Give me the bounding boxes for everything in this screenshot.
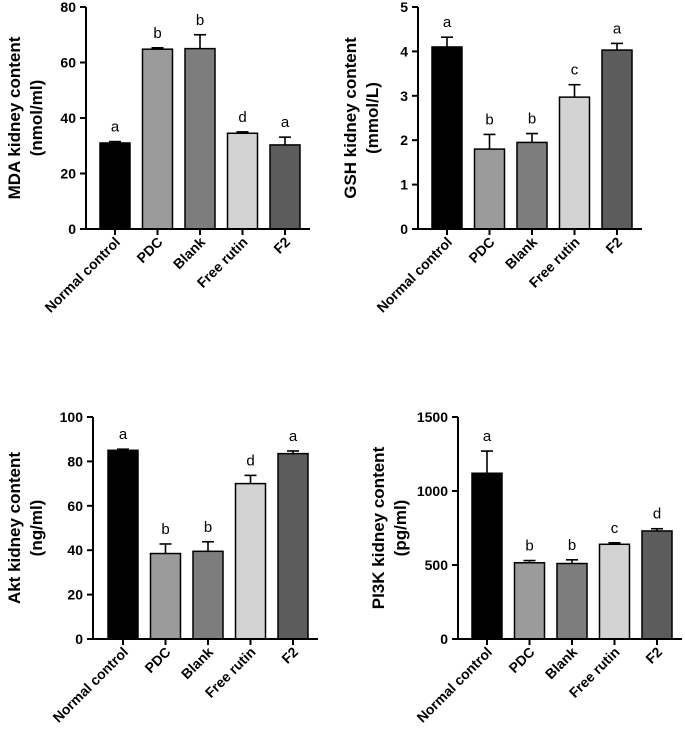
y-axis-label: (ng/ml) bbox=[27, 500, 46, 557]
significance-label: b bbox=[568, 537, 576, 554]
bar bbox=[192, 550, 224, 640]
y-tick-label: 60 bbox=[67, 498, 83, 514]
y-tick-label: 500 bbox=[425, 557, 449, 573]
y-tick-label: 100 bbox=[60, 409, 84, 425]
y-tick-label: 0 bbox=[68, 221, 76, 237]
significance-label: d bbox=[246, 452, 254, 469]
significance-label: d bbox=[238, 109, 246, 126]
bar bbox=[558, 96, 591, 230]
y-axis-label: (pg/ml) bbox=[391, 500, 410, 557]
y-tick-label: 80 bbox=[60, 0, 76, 15]
y-tick-label: 60 bbox=[60, 55, 76, 71]
y-tick-label: 20 bbox=[60, 166, 76, 182]
bar bbox=[184, 47, 216, 230]
bar bbox=[641, 530, 673, 640]
bar bbox=[141, 48, 174, 230]
y-axis-label: GSH kidney content bbox=[341, 37, 360, 199]
significance-label: b bbox=[153, 25, 161, 42]
bar bbox=[277, 452, 309, 640]
significance-label: b bbox=[204, 519, 212, 536]
category-label: Normal control bbox=[49, 644, 131, 726]
category-label: F2 bbox=[270, 234, 293, 257]
significance-label: b bbox=[196, 12, 204, 29]
significance-label: c bbox=[571, 62, 579, 79]
significance-label: b bbox=[525, 538, 533, 555]
y-tick-label: 0 bbox=[440, 631, 448, 647]
y-axis-label: (mmol/L) bbox=[363, 82, 382, 154]
significance-label: a bbox=[281, 114, 290, 131]
y-tick-label: 40 bbox=[60, 110, 76, 126]
chart-pi3k: a b b c d 0 500 1000 1500 Normal control PDC Blank F… bbox=[369, 409, 682, 726]
bar bbox=[601, 49, 633, 230]
bar bbox=[269, 144, 301, 230]
significance-label: a bbox=[289, 428, 298, 445]
y-axis-label: Akt kidney content bbox=[5, 452, 24, 604]
y-tick-label: 5 bbox=[400, 0, 408, 15]
bar bbox=[516, 141, 548, 230]
y-tick-label: 80 bbox=[67, 453, 83, 469]
category-label: F2 bbox=[278, 644, 301, 667]
y-axis-label: (nmol/ml) bbox=[27, 80, 46, 157]
significance-label: a bbox=[613, 20, 622, 37]
bar bbox=[473, 148, 506, 230]
bar bbox=[471, 472, 503, 640]
category-label: Normal control bbox=[413, 644, 495, 726]
category-label: F2 bbox=[602, 234, 625, 257]
category-label: Normal control bbox=[373, 234, 455, 316]
significance-label: a bbox=[483, 428, 492, 445]
y-tick-label: 4 bbox=[400, 43, 408, 59]
significance-label: b bbox=[161, 521, 169, 538]
category-label: Blank bbox=[170, 234, 208, 272]
y-tick-label: 40 bbox=[67, 542, 83, 558]
chart-akt: a b b d a 0 20 40 60 80 100 Normal control PDC Blank F… bbox=[5, 409, 318, 726]
y-tick-label: 0 bbox=[75, 631, 83, 647]
bar bbox=[99, 142, 131, 230]
bar bbox=[149, 552, 182, 640]
bar bbox=[234, 482, 267, 640]
bar bbox=[556, 562, 588, 640]
significance-label: b bbox=[485, 111, 493, 128]
category-label: PDC bbox=[141, 644, 173, 676]
bar bbox=[598, 543, 631, 640]
y-axis-label: PI3K kidney content bbox=[369, 446, 388, 609]
category-label: Blank bbox=[502, 234, 540, 272]
significance-label: a bbox=[119, 426, 128, 443]
bar bbox=[431, 46, 463, 230]
category-label: Blank bbox=[542, 644, 580, 682]
y-tick-label: 1500 bbox=[417, 409, 448, 425]
bar bbox=[107, 449, 139, 640]
bar bbox=[226, 132, 259, 230]
category-label: PDC bbox=[465, 234, 497, 266]
category-label: PDC bbox=[133, 234, 165, 266]
significance-label: b bbox=[528, 111, 536, 128]
category-label: Blank bbox=[178, 644, 216, 682]
category-label: PDC bbox=[505, 644, 537, 676]
category-label: Normal control bbox=[41, 234, 123, 316]
y-axis-label: MDA kidney content bbox=[5, 36, 24, 199]
bar bbox=[513, 562, 546, 640]
y-tick-label: 1000 bbox=[417, 483, 448, 499]
significance-label: a bbox=[111, 119, 120, 136]
y-tick-label: 3 bbox=[400, 88, 408, 104]
category-label: F2 bbox=[642, 644, 665, 667]
y-tick-label: 1 bbox=[400, 177, 408, 193]
significance-label: d bbox=[653, 506, 661, 523]
y-tick-label: 2 bbox=[400, 132, 408, 148]
y-tick-label: 20 bbox=[67, 587, 83, 603]
significance-label: a bbox=[443, 14, 452, 31]
y-tick-label: 0 bbox=[400, 221, 408, 237]
significance-label: c bbox=[611, 520, 619, 537]
